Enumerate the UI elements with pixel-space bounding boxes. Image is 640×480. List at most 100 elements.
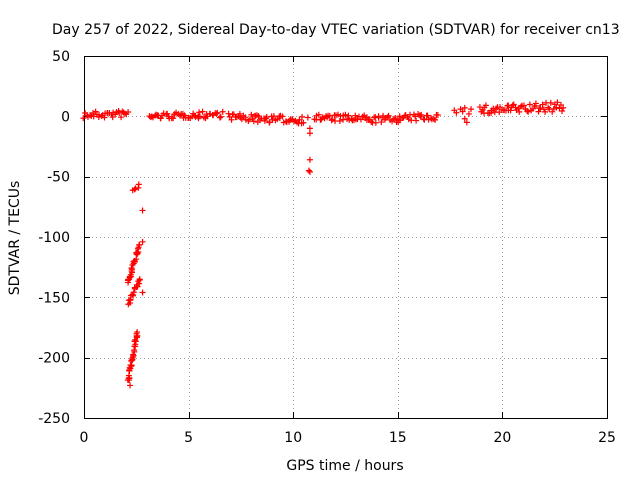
data-point [225, 110, 232, 117]
data-point [468, 106, 475, 113]
data-point [465, 110, 472, 117]
data-point [134, 329, 141, 336]
tick-labels: 0 5 10 15 20 25 50 0 -50 -100 -150 -200 -250 [38, 49, 616, 446]
data-point [342, 111, 349, 118]
data-point [296, 116, 303, 123]
data-point [127, 296, 134, 303]
data-point [219, 108, 226, 115]
y-tick-label: -150 [38, 290, 70, 306]
data-markers [80, 99, 567, 389]
data-point [125, 108, 132, 115]
data-point [262, 115, 269, 122]
data-point [453, 109, 460, 116]
data-point [80, 115, 87, 122]
y-tick-label: -50 [47, 170, 70, 186]
data-point [372, 114, 379, 121]
data-point [306, 168, 313, 175]
data-point [131, 186, 138, 193]
data-point [368, 118, 375, 125]
y-tick-label: -100 [38, 230, 70, 246]
data-point [559, 107, 566, 114]
data-point [493, 105, 500, 112]
data-point [553, 104, 560, 111]
data-point [524, 108, 531, 115]
data-point [337, 113, 344, 120]
data-point [306, 130, 313, 137]
data-point [520, 102, 527, 109]
data-point [118, 114, 125, 121]
data-point [196, 109, 203, 116]
data-point [270, 113, 277, 120]
data-point [336, 118, 343, 125]
data-point [542, 108, 549, 115]
data-point [304, 114, 311, 121]
data-point [139, 207, 146, 214]
x-tick-label: 10 [284, 430, 302, 446]
data-point [300, 119, 307, 126]
data-point [526, 101, 533, 108]
data-point [236, 110, 243, 117]
data-point [424, 112, 431, 119]
data-point [135, 245, 142, 252]
data-point [191, 112, 198, 119]
data-point [463, 119, 470, 126]
data-point [228, 116, 235, 123]
data-point [127, 382, 134, 389]
data-point [418, 111, 425, 118]
data-point [148, 113, 155, 120]
data-point [135, 181, 142, 188]
data-point [130, 292, 137, 299]
data-point [263, 114, 270, 121]
data-point [130, 351, 137, 358]
data-point [432, 116, 439, 123]
data-point [90, 113, 97, 120]
data-point [92, 108, 99, 115]
data-point [428, 115, 435, 122]
axis-ticks [84, 56, 608, 419]
x-tick-label: 0 [80, 430, 89, 446]
data-point [554, 99, 561, 106]
data-point [413, 117, 420, 124]
data-point [517, 103, 524, 110]
data-point [560, 104, 567, 111]
data-point [136, 241, 143, 248]
data-point [164, 110, 171, 117]
data-point [279, 113, 286, 120]
data-point [539, 101, 546, 108]
y-tick-label: -200 [38, 351, 70, 367]
data-point [139, 289, 146, 296]
data-point [459, 108, 466, 115]
data-point [525, 108, 532, 115]
data-point [139, 238, 146, 245]
y-axis-label: SDTVAR / TECUs [7, 181, 23, 296]
data-point [326, 112, 333, 119]
data-point [537, 105, 544, 112]
x-tick-label: 25 [598, 430, 616, 446]
data-point [199, 108, 206, 115]
data-point [248, 111, 255, 118]
data-point [434, 112, 441, 119]
y-tick-label: -250 [38, 411, 70, 427]
data-point [385, 112, 392, 119]
data-point [213, 110, 220, 117]
x-tick-label: 5 [184, 430, 193, 446]
data-point [507, 107, 514, 114]
data-point [516, 108, 523, 115]
data-point [136, 276, 143, 283]
data-point [170, 115, 177, 122]
data-point [306, 156, 313, 163]
data-point [214, 109, 221, 116]
data-point [372, 119, 379, 126]
data-point [305, 167, 312, 174]
data-point [315, 111, 322, 118]
data-point [345, 112, 352, 119]
data-point [535, 108, 542, 115]
data-point [121, 110, 128, 117]
y-tick-label: 0 [61, 109, 70, 125]
data-point [130, 289, 137, 296]
data-point [461, 104, 468, 111]
data-point [378, 119, 385, 126]
data-point [299, 113, 306, 120]
